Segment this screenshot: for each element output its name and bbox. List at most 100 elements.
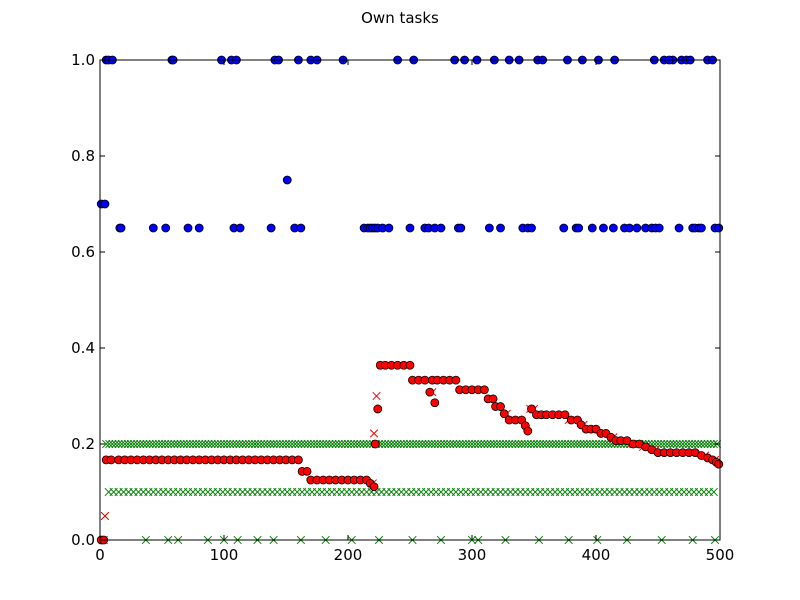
x-marker-stroke [315, 439, 325, 449]
x-marker-stroke [495, 439, 505, 449]
series-3-point-119 [390, 439, 399, 449]
series-3-point-121 [396, 439, 405, 449]
series-3-point-182 [585, 439, 594, 449]
x-marker-stroke [393, 439, 402, 449]
series-1-point-61 [430, 398, 440, 408]
series-3-point-101 [334, 439, 343, 449]
x-marker-stroke [446, 439, 455, 449]
x-marker-stroke [436, 439, 446, 449]
series-3-point-148 [480, 439, 489, 449]
series-3-point-63 [216, 439, 226, 449]
x-tick-label: 500 [706, 546, 735, 564]
x-marker-stroke [328, 439, 337, 449]
series-3-point-222 [709, 439, 718, 449]
series-3-point-95 [315, 439, 325, 449]
x-marker-stroke [322, 439, 331, 449]
x-marker-stroke [185, 439, 195, 449]
x-marker-stroke [263, 439, 272, 449]
series-3-point-110 [362, 439, 371, 449]
x-marker-stroke [672, 439, 681, 449]
series-3-point-137 [446, 439, 455, 449]
series-1-point-70 [479, 385, 489, 395]
x-marker-stroke [105, 439, 114, 449]
x-marker-stroke [229, 439, 238, 449]
x-tick-label: 400 [582, 546, 611, 564]
x-marker-stroke [415, 439, 424, 449]
series-3-point-89 [297, 439, 306, 449]
series-3-point-92 [306, 439, 315, 449]
x-marker-stroke [334, 439, 343, 449]
series-0-point-55 [527, 223, 536, 233]
x-marker-stroke [660, 439, 669, 449]
x-marker-stroke [222, 439, 232, 449]
series-0-point-6 [116, 223, 126, 233]
series-3-point-65 [222, 439, 232, 449]
series-3-point-86 [288, 439, 297, 449]
y-tick-label: 0.6 [71, 243, 95, 261]
y-tick-label: 0.2 [71, 435, 95, 453]
series-3-point-123 [402, 439, 412, 449]
series-3-point-57 [198, 439, 207, 449]
x-marker-stroke [591, 439, 601, 449]
x-marker-stroke [195, 439, 204, 449]
series-3-point-168 [542, 439, 551, 449]
x-marker-stroke [133, 439, 142, 449]
series-3-point-42 [151, 439, 160, 449]
series-3-point-50 [176, 439, 185, 449]
x-marker-stroke [418, 439, 427, 449]
x-marker-stroke [309, 439, 319, 449]
x-marker-stroke [369, 429, 379, 438]
series-0-point-88 [714, 223, 724, 233]
series-3-point-53 [185, 439, 195, 449]
series-1-point-80 [523, 426, 533, 436]
x-marker-stroke [300, 439, 309, 449]
x-marker-stroke [408, 439, 418, 449]
x-marker-stroke [331, 439, 340, 449]
series-3-point-144 [467, 439, 477, 449]
x-marker-stroke [111, 439, 120, 449]
x-marker-stroke [154, 439, 164, 449]
series-3-point-131 [427, 439, 436, 449]
x-marker-stroke [241, 439, 250, 449]
x-marker-stroke [173, 439, 182, 449]
series-3-point-153 [495, 439, 505, 449]
series-3-point-129 [421, 439, 430, 449]
series-3-point-204 [653, 439, 663, 449]
series-3-point-138 [449, 439, 458, 449]
series-3-point-28 [108, 439, 117, 449]
series-0-point-21 [282, 175, 292, 185]
series-3-point-126 [412, 439, 421, 449]
series-3-point-184 [591, 439, 601, 449]
x-marker-stroke [421, 439, 430, 449]
series-3-point-158 [511, 439, 520, 449]
series-3-point-172 [554, 439, 563, 449]
series-3-point-64 [219, 439, 229, 449]
x-marker-stroke [508, 439, 517, 449]
x-marker-stroke [548, 439, 557, 449]
x-marker-stroke [238, 439, 247, 449]
series-3-point-169 [545, 439, 554, 449]
series-3-point-218 [697, 439, 706, 449]
series-3-point-105 [346, 439, 356, 449]
series-3-point-175 [563, 439, 573, 449]
x-marker-stroke [573, 439, 582, 449]
series-3-point-117 [384, 439, 393, 449]
series-3-point-219 [700, 439, 709, 449]
x-marker-stroke [136, 439, 145, 449]
x-marker-stroke [653, 439, 663, 449]
x-marker-stroke [179, 439, 188, 449]
series-3-point-136 [443, 439, 452, 449]
series-3-point-143 [464, 439, 474, 449]
series-3-point-54 [188, 439, 198, 449]
x-marker-stroke [377, 439, 387, 449]
series-3-point-77 [260, 439, 269, 449]
series-0-point-8 [161, 223, 171, 233]
x-marker-stroke [551, 439, 560, 449]
x-marker-stroke [167, 439, 176, 449]
series-1-point-48 [370, 439, 380, 449]
series-3-point-109 [359, 439, 368, 449]
series-0-point-48 [484, 223, 494, 233]
series-3-point-27 [105, 439, 114, 449]
x-marker-stroke [455, 439, 464, 449]
x-marker-stroke [340, 439, 350, 449]
